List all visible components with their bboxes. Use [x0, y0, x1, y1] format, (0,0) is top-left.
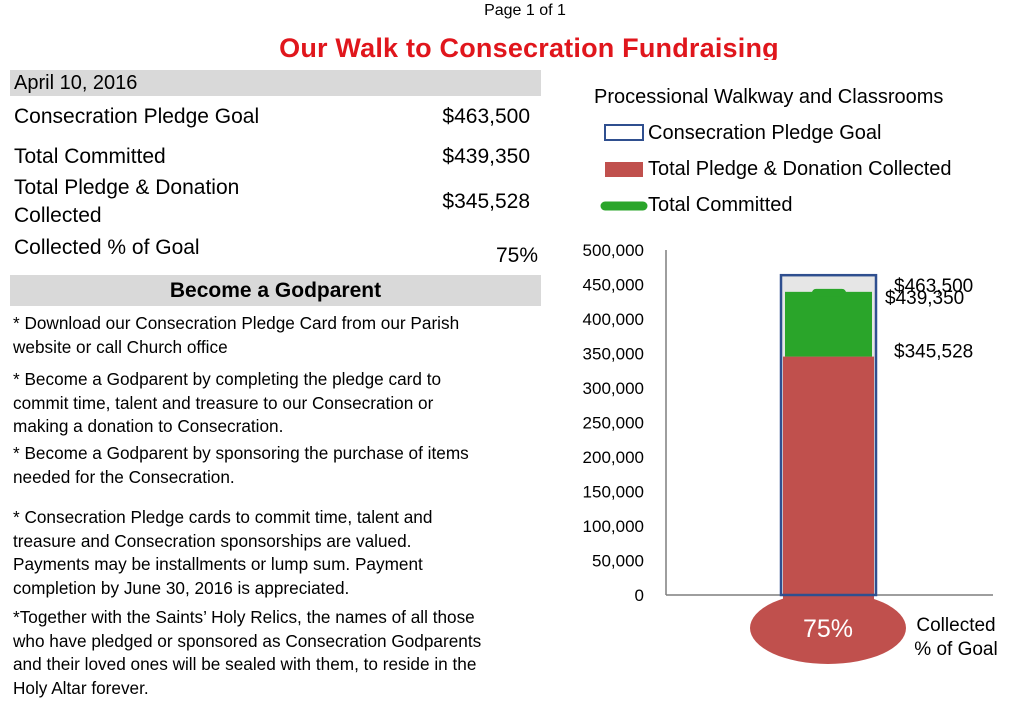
y-tick-label: 250,000 — [583, 414, 644, 433]
bullet-line: website or call Church office — [13, 336, 228, 357]
pledge-goal-label: Consecration Pledge Goal — [14, 105, 260, 128]
bullet-payments: * Consecration Pledge cards to commit ti… — [13, 506, 533, 600]
y-tick-label: 350,000 — [583, 345, 644, 364]
y-tick-label: 150,000 — [583, 483, 644, 502]
legend-swatch-collected — [605, 162, 643, 177]
collected-caption-line1: Collected — [916, 615, 995, 636]
legend-label-committed: Total Committed — [648, 194, 793, 216]
y-tick-label: 100,000 — [583, 517, 644, 536]
bullet-line: needed for the Consecration. — [13, 466, 235, 487]
godparent-heading: Become a Godparent — [169, 279, 382, 302]
thermometer-bulb — [750, 592, 906, 664]
bullet-sponsor-items: * Become a Godparent by sponsoring the p… — [13, 442, 533, 489]
bulb-percent-label: 75% — [803, 615, 853, 643]
godparent-band — [10, 275, 541, 306]
bullet-line: treasure and Consecration sponsorships a… — [13, 530, 412, 551]
page-number-label: Page 1 of 1 — [484, 2, 566, 19]
legend-label-goal: Consecration Pledge Goal — [648, 122, 882, 144]
bar-collected — [783, 356, 874, 607]
collected-data-label: $345,528 — [894, 342, 973, 363]
bullet-line: Payments may be installments or lump sum… — [13, 554, 423, 574]
committed-data-label: $439,350 — [885, 288, 964, 309]
bullet-holy-relics: *Together with the Saints’ Holy Relics, … — [13, 606, 533, 700]
collected-percent-label: Collected % of Goal — [14, 236, 200, 259]
pledge-goal-value: $463,500 — [442, 105, 530, 128]
chart-title: Processional Walkway and Classrooms — [594, 86, 944, 108]
total-collected-value: $345,528 — [442, 190, 530, 213]
y-tick-label: 300,000 — [583, 379, 644, 398]
total-collected-label-line1: Total Pledge & Donation — [14, 176, 240, 199]
bullet-line: *Together with the Saints’ Holy Relics, … — [13, 607, 475, 627]
goal-data-label: $463,500 — [894, 276, 973, 297]
date-band — [10, 70, 541, 96]
bullet-line: * Become a Godparent by sponsoring the p… — [13, 443, 469, 463]
bullet-complete-pledge: * Become a Godparent by completing the p… — [13, 368, 533, 439]
total-committed-label: Total Committed — [14, 145, 166, 168]
bar-committed — [785, 291, 872, 357]
bullet-line: * Consecration Pledge cards to commit ti… — [13, 507, 433, 527]
bullet-line: * Download our Consecration Pledge Card … — [13, 313, 460, 333]
collected-caption-line2: % of Goal — [914, 639, 997, 660]
bullet-line: and their loved ones will be sealed with… — [13, 654, 477, 674]
total-collected-label-line2: Collected — [14, 204, 102, 227]
legend-label-collected: Total Pledge & Donation Collected — [648, 158, 952, 180]
y-tick-label: 200,000 — [583, 448, 644, 467]
bullet-line: who have pledged or sponsored as Consecr… — [13, 630, 482, 651]
page-title: Our Walk to Consecration Fundraising — [279, 33, 779, 60]
bar-goal-outline — [779, 273, 878, 597]
y-tick-label: 450,000 — [583, 276, 644, 295]
bullet-line: commit time, talent and treasure to our … — [13, 392, 434, 413]
bullet-line: * Become a Godparent by completing the p… — [13, 369, 442, 389]
report-date: April 10, 2016 — [14, 72, 138, 94]
collected-percent-value: 75% — [495, 244, 538, 267]
y-tick-label: 0 — [635, 586, 644, 605]
bullet-line: completion by June 30, 2016 is appreciat… — [13, 577, 350, 598]
bullet-download-card: * Download our Consecration Pledge Card … — [13, 312, 533, 359]
y-tick-label: 400,000 — [583, 310, 644, 329]
legend-swatch-goal — [604, 124, 644, 141]
y-tick-label: 500,000 — [583, 241, 644, 260]
total-committed-value: $439,350 — [442, 145, 530, 168]
bullet-line: making a donation to Consecration. — [13, 416, 284, 436]
y-tick-label: 50,000 — [592, 552, 644, 571]
bullet-line: Holy Altar forever. — [13, 677, 149, 698]
